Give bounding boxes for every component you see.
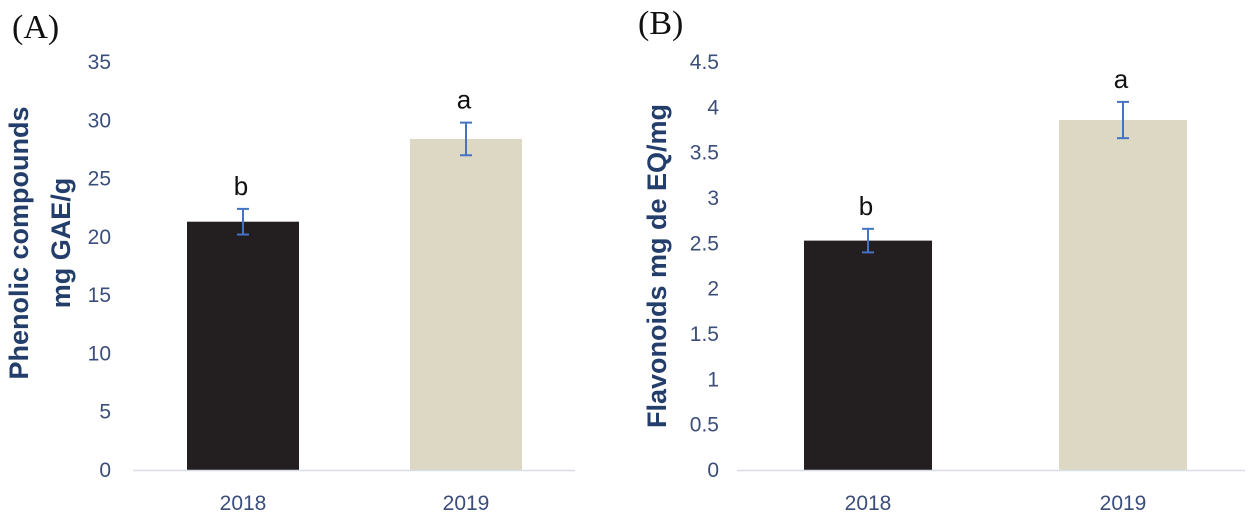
panel-b-error-bar-2018 <box>862 227 874 254</box>
panel-a-ytick-label: 0 <box>99 459 111 482</box>
panel-a-y-axis-title: mg GAE/g <box>46 178 76 309</box>
panel-a-significance-label: a <box>457 85 472 115</box>
panel-a-error-bar-2018 <box>237 207 249 236</box>
panel-b-ytick-label: 0.5 <box>690 414 719 437</box>
panel-a-label: (A) <box>12 9 59 46</box>
panel-a-ytick-label: 30 <box>88 109 111 132</box>
panel-a-ytick-label: 35 <box>88 51 111 74</box>
panel-b-bar-2019 <box>1059 120 1187 470</box>
panel-b-y-axis-title: Flavonoids mg de EQ/mg <box>642 104 672 428</box>
panel-b-error-bar-2019 <box>1117 100 1129 140</box>
panel-b-ytick-label: 1 <box>707 368 719 391</box>
panel-b-label: (B) <box>638 5 683 42</box>
panel-a-ytick-label: 10 <box>88 342 111 365</box>
panel-b-significance-label: b <box>859 191 873 221</box>
panel-a-ytick-label: 20 <box>88 226 111 249</box>
panel-a-error-bar-2019 <box>460 121 472 157</box>
panel-b-chart: (B) 0 0.5 1 1.5 2 2.5 3 3.5 4 4.5 Flavonoids mg de … <box>638 5 1245 515</box>
panel-b-ytick-label: 4 <box>707 96 719 119</box>
panel-a-xtick-label: 2018 <box>220 492 267 515</box>
panel-a-xtick-label: 2019 <box>443 492 490 515</box>
panel-b-ytick-label: 3.5 <box>690 142 719 165</box>
panel-a-ytick-label: 25 <box>88 168 111 191</box>
panel-b-ytick-label: 3 <box>707 187 719 210</box>
panel-a-chart: (A) 0 5 10 15 20 25 30 35 Phenolic compounds mg GA… <box>4 9 575 515</box>
panel-a-y-axis-title: Phenolic compounds <box>4 106 34 379</box>
panel-b-bar-2018 <box>804 240 932 470</box>
panel-b-ytick-label: 2.5 <box>690 232 719 255</box>
panel-a-ytick-label: 5 <box>99 401 111 424</box>
panel-b-xtick-label: 2019 <box>1100 492 1147 515</box>
panel-a-bar-2018 <box>187 221 299 470</box>
panel-a-ytick-label: 15 <box>88 284 111 307</box>
panel-a-significance-label: b <box>234 171 248 201</box>
panel-b-xtick-label: 2018 <box>845 492 892 515</box>
panel-b-significance-label: a <box>1114 64 1129 94</box>
panel-b-ytick-label: 2 <box>707 278 719 301</box>
panel-a-bar-2019 <box>410 138 522 471</box>
panel-b-ytick-label: 1.5 <box>690 323 719 346</box>
panel-b-ytick-label: 0 <box>707 459 719 482</box>
panel-b-ytick-label: 4.5 <box>690 51 719 74</box>
